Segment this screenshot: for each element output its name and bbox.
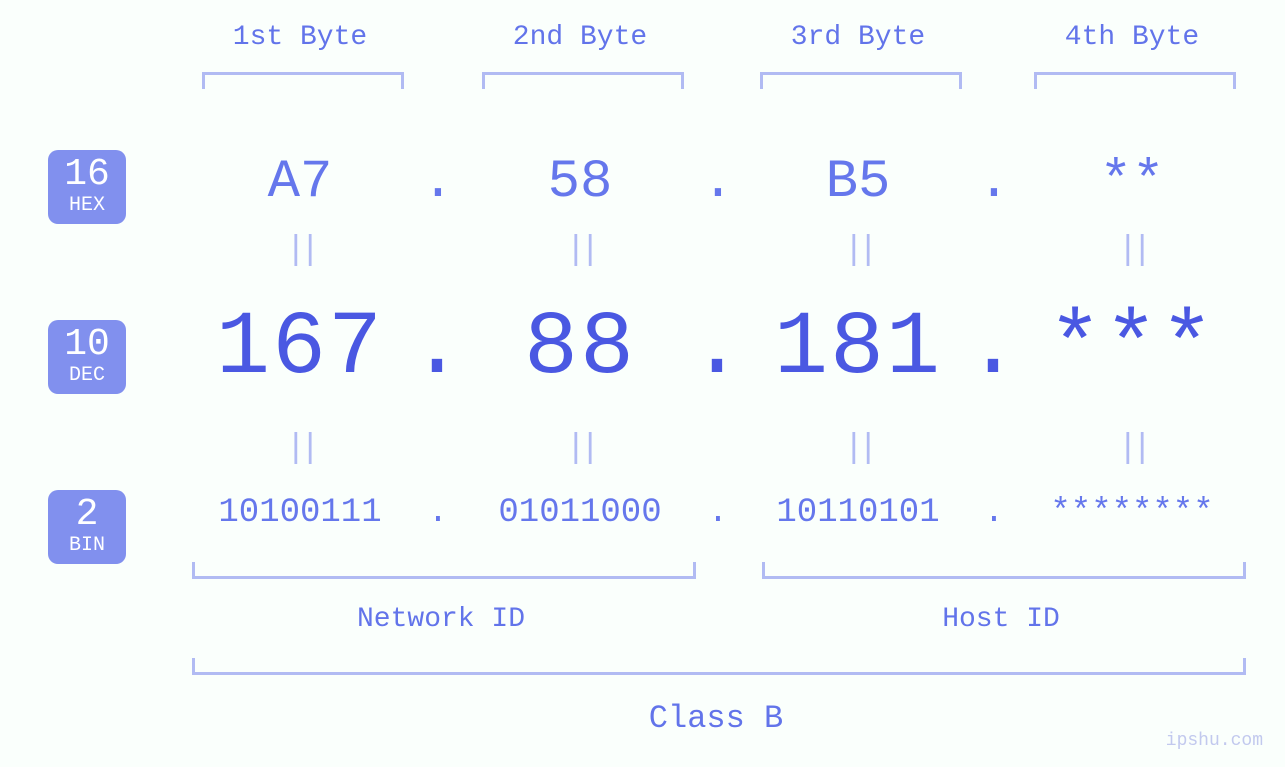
dec-dot-3: . — [966, 298, 1022, 400]
dec-b2: 88 — [524, 298, 636, 400]
label-class: Class B — [649, 700, 783, 737]
hex-b3: B5 — [826, 152, 891, 213]
bin-dot-2: . — [708, 494, 728, 532]
eq-hex-dec-4: || — [1118, 232, 1147, 270]
hex-dot-2: . — [702, 152, 734, 213]
byte-label-1: 1st Byte — [233, 22, 367, 53]
eq-hex-dec-1: || — [286, 232, 315, 270]
bin-b2: 01011000 — [498, 494, 661, 532]
byte-label-4: 4th Byte — [1065, 22, 1199, 53]
byte-label-2: 2nd Byte — [513, 22, 647, 53]
watermark: ipshu.com — [1166, 731, 1263, 751]
eq-hex-dec-3: || — [844, 232, 873, 270]
byte-label-3: 3rd Byte — [791, 22, 925, 53]
badge-bin-base: 2 — [48, 496, 126, 534]
hex-b4: ** — [1100, 152, 1165, 213]
badge-bin-name: BIN — [48, 536, 126, 556]
label-host: Host ID — [942, 604, 1060, 635]
hex-dot-3: . — [978, 152, 1010, 213]
bracket-top-4 — [1034, 72, 1236, 89]
bracket-top-1 — [202, 72, 404, 89]
dec-dot-1: . — [410, 298, 466, 400]
badge-dec: 10 DEC — [48, 320, 126, 394]
eq-dec-bin-4: || — [1118, 430, 1147, 468]
badge-bin: 2 BIN — [48, 490, 126, 564]
eq-dec-bin-1: || — [286, 430, 315, 468]
badge-dec-name: DEC — [48, 366, 126, 386]
badge-dec-base: 10 — [48, 326, 126, 364]
bin-b3: 10110101 — [776, 494, 939, 532]
eq-dec-bin-2: || — [566, 430, 595, 468]
bin-dot-3: . — [984, 494, 1004, 532]
bin-dot-1: . — [428, 494, 448, 532]
bin-b1: 10100111 — [218, 494, 381, 532]
hex-b2: 58 — [548, 152, 613, 213]
badge-hex: 16 HEX — [48, 150, 126, 224]
bracket-top-2 — [482, 72, 684, 89]
dec-b3: 181 — [774, 298, 942, 400]
eq-hex-dec-2: || — [566, 232, 595, 270]
bin-b4: ******** — [1050, 494, 1213, 532]
bracket-class — [192, 658, 1246, 675]
dec-b1: 167 — [216, 298, 384, 400]
badge-hex-name: HEX — [48, 196, 126, 216]
badge-hex-base: 16 — [48, 156, 126, 194]
label-network: Network ID — [357, 604, 525, 635]
bracket-top-3 — [760, 72, 962, 89]
hex-dot-1: . — [422, 152, 454, 213]
dec-dot-2: . — [690, 298, 746, 400]
hex-b1: A7 — [268, 152, 333, 213]
dec-b4: *** — [1048, 298, 1216, 400]
eq-dec-bin-3: || — [844, 430, 873, 468]
bracket-host — [762, 562, 1246, 579]
bracket-network — [192, 562, 696, 579]
